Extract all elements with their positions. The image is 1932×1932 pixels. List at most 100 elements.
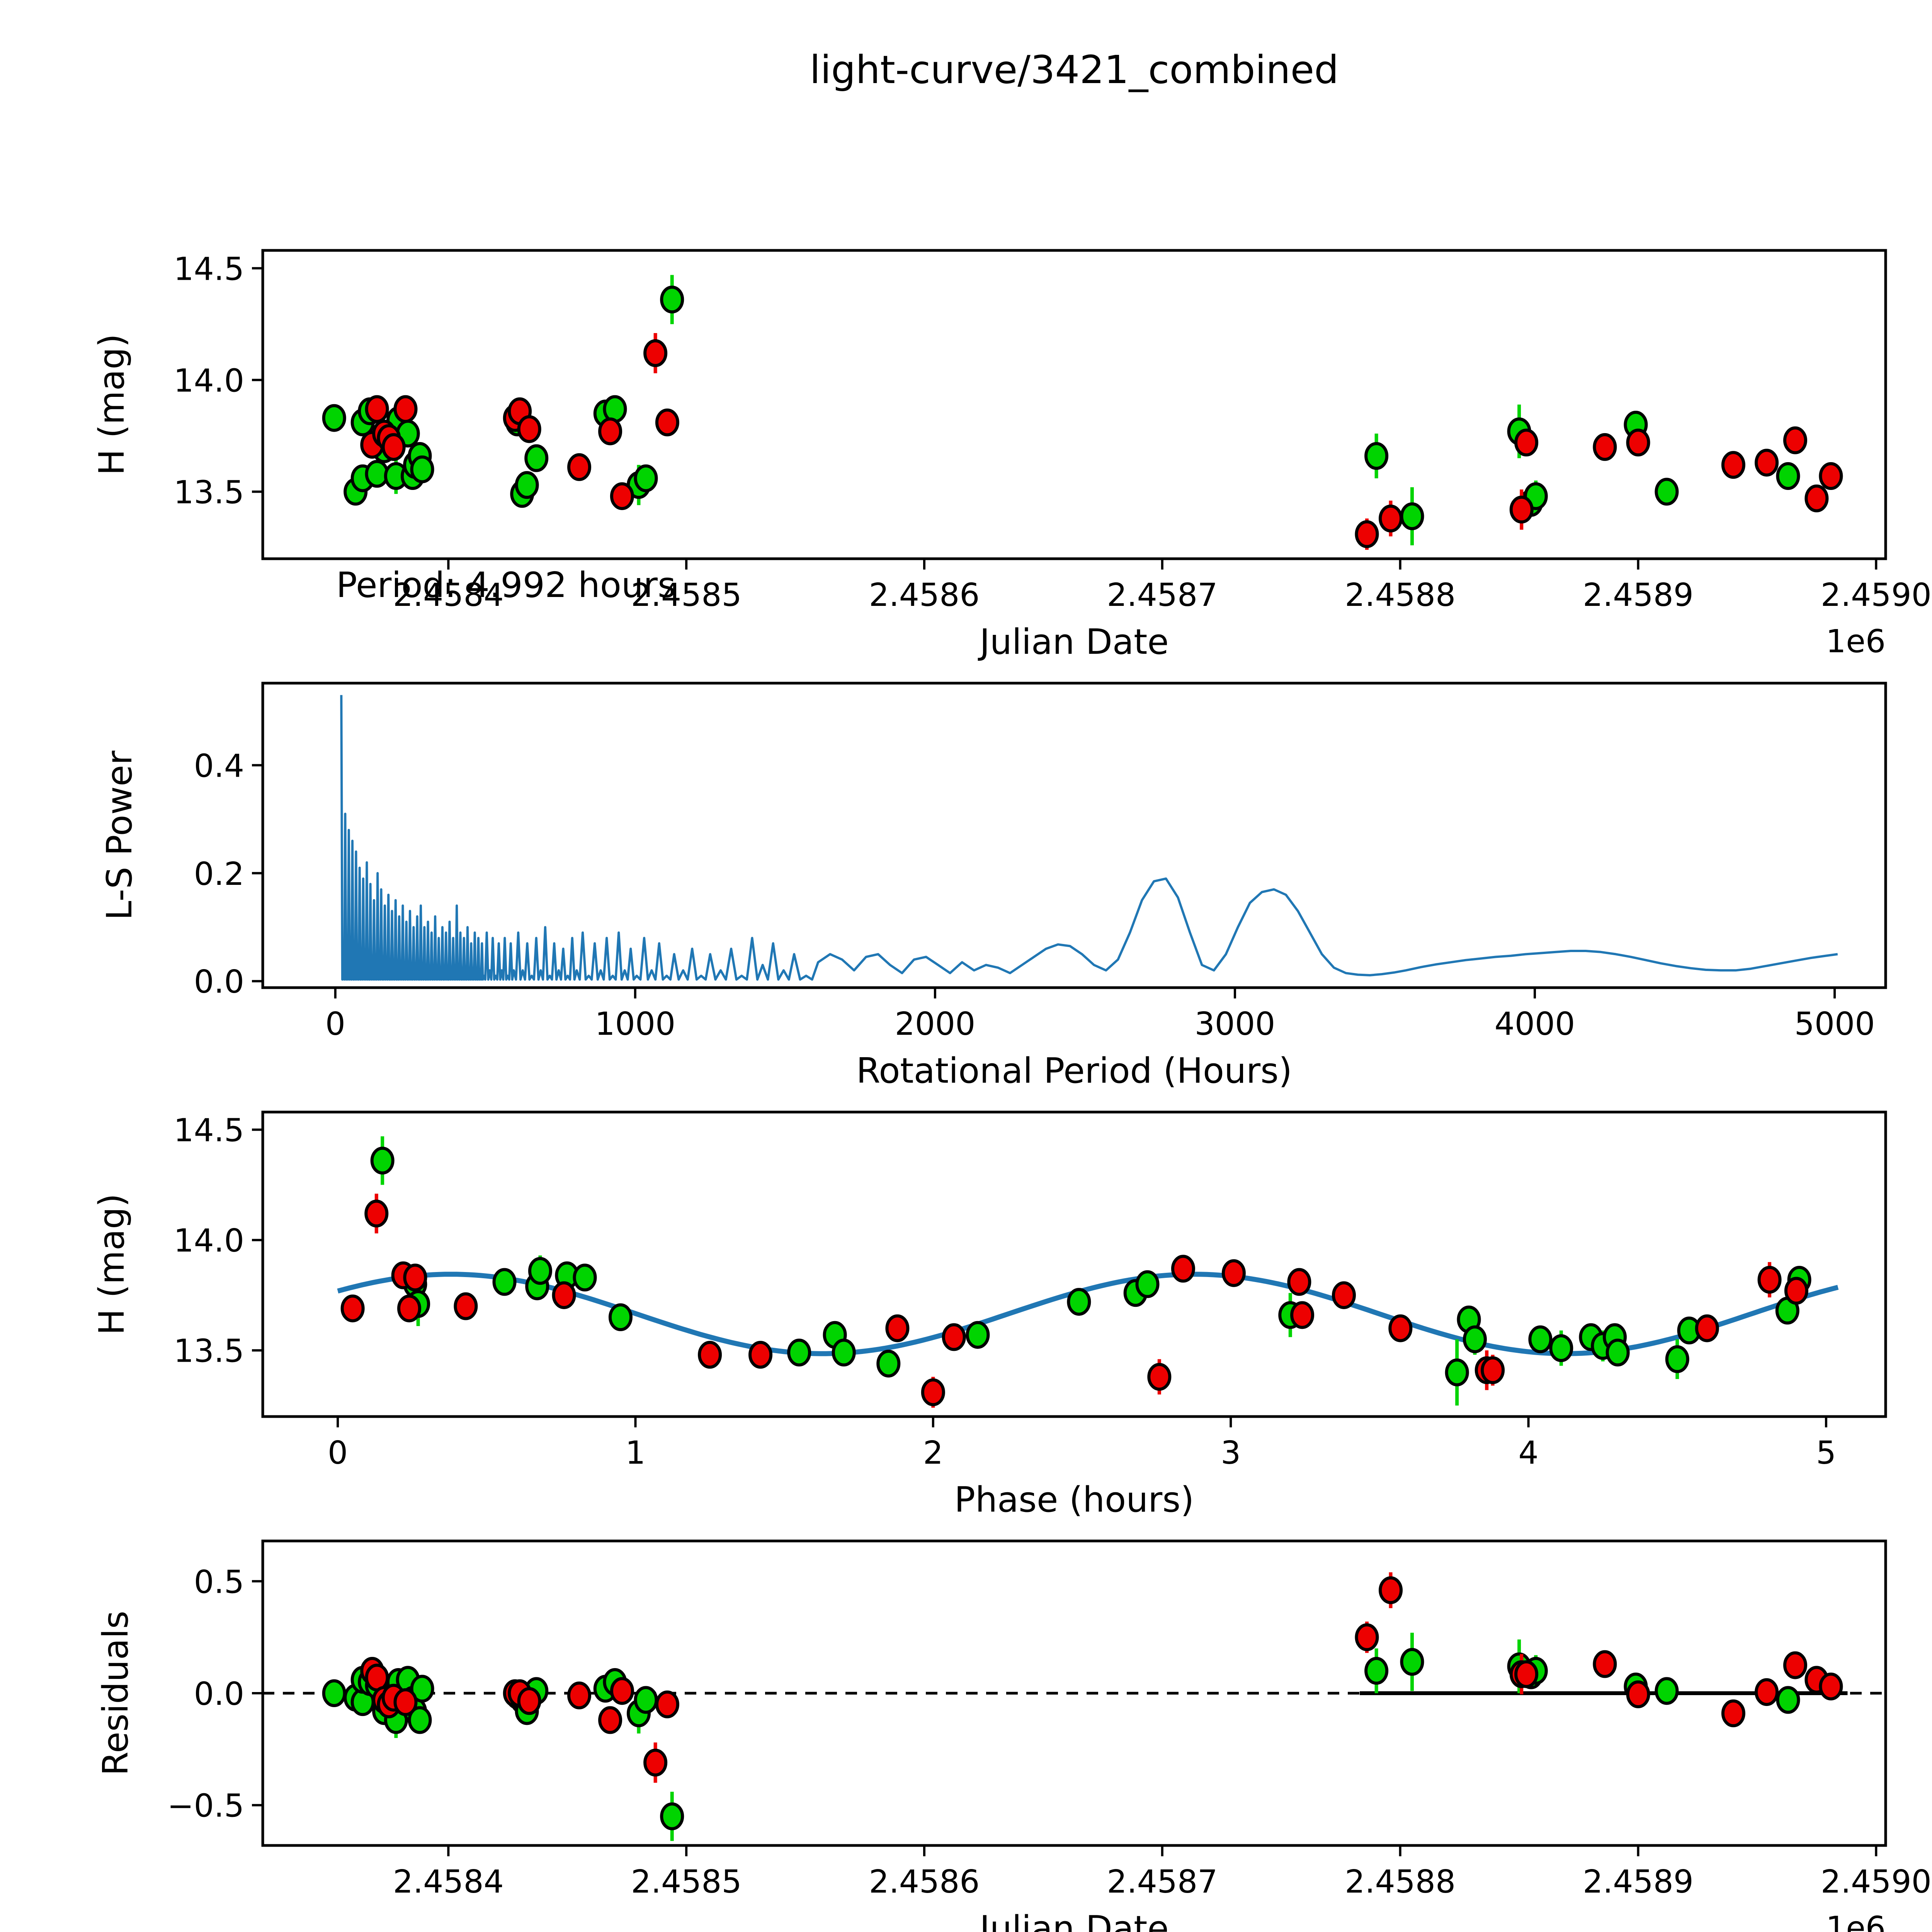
x-tick-label: 5 — [1816, 1435, 1836, 1471]
data-point-red — [610, 482, 634, 510]
data-point-green — [1605, 1338, 1630, 1367]
data-point-green — [1445, 1358, 1469, 1386]
y-tick-label: 0.5 — [194, 1564, 244, 1600]
data-point-red — [403, 1264, 427, 1292]
data-point-red — [567, 453, 592, 481]
data-point-red — [942, 1323, 966, 1351]
data-point-red — [643, 339, 668, 367]
data-point-red — [1783, 1651, 1807, 1679]
data-point-green — [832, 1338, 856, 1367]
x-tick-label: 2.4585 — [631, 577, 742, 614]
data-point-red — [921, 1378, 945, 1406]
axes-frame — [261, 682, 1887, 989]
x-tick-label: 3000 — [1195, 1006, 1276, 1043]
figure-title: light-curve/3421_combined — [810, 47, 1338, 92]
period-annotation: Period: 4.992 hours — [336, 565, 676, 605]
data-point-red — [643, 1748, 668, 1777]
data-point-green — [322, 404, 346, 432]
y-tick-label: 0.2 — [194, 856, 244, 893]
data-point-green — [1067, 1288, 1091, 1316]
x-tick-label: 0 — [328, 1435, 348, 1471]
y-tick-label: 14.5 — [173, 251, 244, 287]
data-point-red — [1626, 1680, 1650, 1708]
x-tick-label: 2.4584 — [393, 577, 504, 614]
data-point-green — [634, 1686, 658, 1714]
data-point-red — [517, 415, 541, 443]
data-point-red — [1509, 495, 1534, 524]
data-point-red — [698, 1341, 722, 1369]
data-point-red — [1593, 1650, 1617, 1678]
periodogram-xlabel: Rotational Period (Hours) — [856, 1051, 1292, 1091]
x-tick-label: 2.4589 — [1583, 577, 1694, 614]
y-tick-label: 0.4 — [194, 748, 244, 784]
data-point-red — [1355, 520, 1379, 548]
y-tick-label: 14.0 — [173, 1223, 244, 1259]
data-point-red — [655, 408, 679, 437]
data-point-red — [1287, 1268, 1311, 1296]
data-point-green — [608, 1303, 633, 1332]
y-tick-label: 14.0 — [173, 362, 244, 399]
data-point-red — [1783, 426, 1807, 454]
data-point-red — [1379, 1576, 1403, 1604]
data-point-green — [1655, 478, 1679, 506]
data-point-red — [1784, 1277, 1808, 1305]
jd-plot-ylabel: H (mag) — [92, 334, 132, 475]
data-point-green — [408, 1706, 432, 1734]
data-point-red — [655, 1690, 679, 1718]
data-point-red — [1171, 1255, 1195, 1283]
axes-frame — [261, 1111, 1887, 1418]
x-tick-label: 1 — [625, 1435, 645, 1471]
data-point-red — [598, 1706, 622, 1734]
data-point-red — [381, 433, 406, 461]
data-point-red — [397, 1294, 422, 1323]
x-tick-label: 2.4586 — [869, 1864, 980, 1900]
x-tick-label: 0 — [325, 1006, 345, 1043]
residuals-ylabel: Residuals — [95, 1611, 136, 1776]
data-point-red — [598, 417, 622, 446]
data-point-green — [1463, 1325, 1487, 1354]
jd-plot-offset-label: 1e6 — [1826, 623, 1886, 660]
x-tick-label: 2.4590 — [1821, 577, 1932, 614]
data-point-green — [1776, 462, 1800, 490]
y-tick-label: 13.5 — [173, 474, 244, 511]
x-tick-label: 3 — [1221, 1435, 1241, 1471]
data-point-green — [603, 395, 627, 423]
y-tick-label: 0.0 — [194, 1676, 244, 1713]
data-point-red — [1147, 1363, 1172, 1391]
periodogram-ylabel: L-S Power — [99, 751, 140, 920]
fit-curve — [337, 1272, 1839, 1356]
data-point-green — [492, 1268, 517, 1296]
data-point-green — [1364, 1657, 1389, 1685]
data-point-green — [410, 455, 434, 483]
data-point-red — [340, 1294, 365, 1323]
data-point-green — [966, 1321, 990, 1349]
jd-plot-xlabel: Julian Date — [978, 622, 1169, 662]
periodogram-plot: 0 1000 2000 3000 4000 5000 0.0 0.2 0.4 — [194, 682, 1887, 1043]
data-point-green — [573, 1264, 597, 1292]
data-point-red — [1355, 1623, 1379, 1651]
x-tick-label: 2.4587 — [1107, 577, 1218, 614]
data-point-red — [1695, 1314, 1719, 1342]
x-tick-label: 2.4586 — [869, 577, 980, 614]
x-tick-label: 2.4589 — [1583, 1864, 1694, 1900]
data-point-green — [1400, 1648, 1424, 1676]
data-point-green — [524, 444, 549, 472]
x-tick-label: 2.4587 — [1107, 1864, 1218, 1900]
data-point-red — [393, 395, 418, 423]
data-point-red — [1514, 429, 1539, 457]
data-point-green — [528, 1257, 552, 1285]
data-point-green — [660, 1802, 684, 1830]
periodogram-line — [340, 695, 1838, 981]
data-point-red — [567, 1681, 592, 1709]
data-point-green — [370, 1146, 395, 1175]
data-point-red — [1514, 1660, 1539, 1688]
phase-plot-xlabel: Phase (hours) — [954, 1480, 1194, 1520]
jd-magnitude-plot: 2.4584 2.4585 2.4586 2.4587 2.4588 2.4589 2.45… — [173, 249, 1932, 614]
data-point-green — [1135, 1270, 1160, 1298]
data-point-red — [1626, 429, 1650, 457]
data-point-red — [1757, 1265, 1782, 1294]
data-point-green — [876, 1349, 901, 1378]
data-point-red — [1721, 451, 1745, 479]
data-point-red — [1593, 433, 1617, 461]
